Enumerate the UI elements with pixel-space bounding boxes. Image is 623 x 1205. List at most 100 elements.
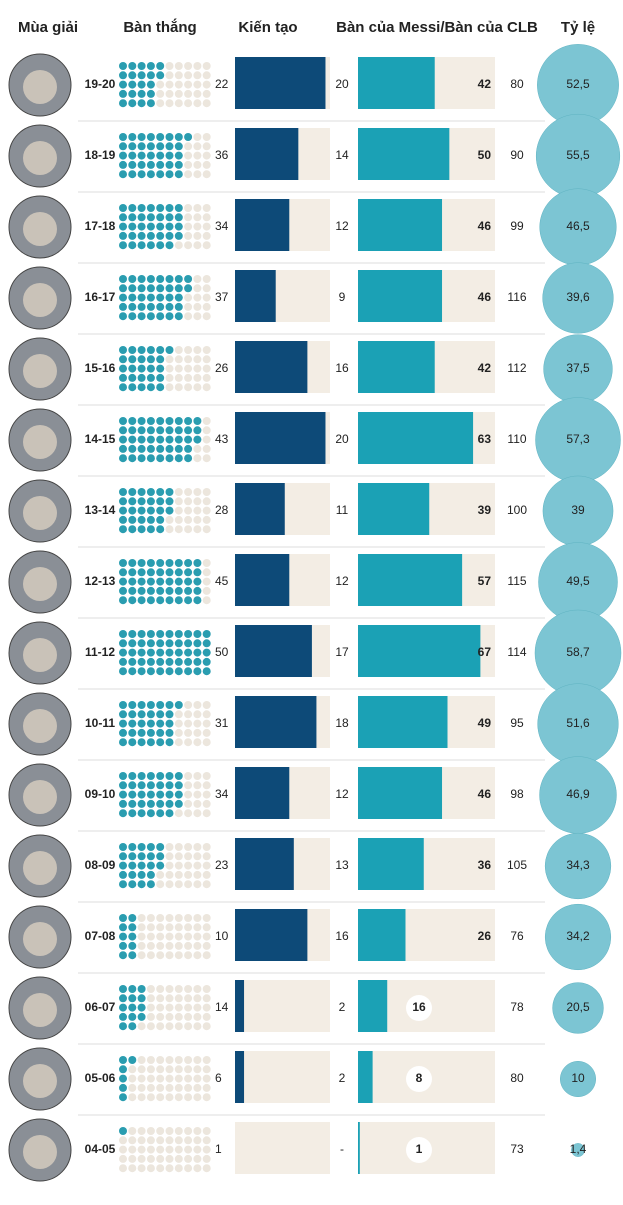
goal-dot xyxy=(146,346,155,354)
goal-dot xyxy=(137,62,146,70)
goal-dot xyxy=(202,71,211,80)
goal-dot xyxy=(146,355,155,364)
goal-dot xyxy=(156,355,165,364)
header: Kiến tạo xyxy=(238,19,297,36)
goal-dot xyxy=(165,80,174,89)
goal-dot xyxy=(156,275,165,283)
goal-dot xyxy=(184,417,193,425)
goal-dot xyxy=(156,951,165,960)
goal-dot xyxy=(184,497,193,506)
goal-dot xyxy=(128,497,137,506)
goal-dot xyxy=(165,312,174,321)
goal-dot xyxy=(193,525,202,534)
season-label: 12-13 xyxy=(85,574,116,588)
goal-dot xyxy=(128,1154,137,1163)
goal-dot xyxy=(165,222,174,231)
goal-dot xyxy=(174,170,183,179)
goal-dot xyxy=(156,71,165,80)
goal-dot xyxy=(165,719,174,728)
assists-value: 2 xyxy=(339,1071,346,1085)
goal-dot xyxy=(156,241,165,250)
goal-dot xyxy=(202,1065,211,1074)
goal-dot xyxy=(128,843,137,851)
goal-dot xyxy=(165,488,174,496)
goal-dot xyxy=(165,870,174,879)
goal-dot xyxy=(146,1164,155,1173)
goal-dot xyxy=(174,772,183,780)
goal-dot xyxy=(165,923,174,932)
goal-dot xyxy=(165,151,174,160)
goal-dot xyxy=(202,170,211,179)
goal-dot xyxy=(174,701,183,709)
goal-dot xyxy=(156,1093,165,1102)
goal-dot xyxy=(165,1154,174,1163)
goal-dot xyxy=(146,213,155,222)
goal-dot xyxy=(165,417,174,425)
goal-dot xyxy=(165,1022,174,1031)
club-goals-value: 76 xyxy=(510,929,524,943)
goal-dots xyxy=(119,275,211,321)
goal-dot xyxy=(119,843,127,851)
goal-dot xyxy=(165,231,174,240)
goal-dot xyxy=(202,275,211,283)
goal-dot xyxy=(174,577,183,586)
goal-dot xyxy=(119,994,127,1003)
goal-dot xyxy=(137,809,146,818)
goal-dot xyxy=(174,1136,183,1145)
goal-dot xyxy=(156,213,165,222)
goal-dot xyxy=(137,790,146,799)
goal-dot xyxy=(184,657,193,666)
goal-dot xyxy=(128,1083,137,1092)
goal-dot xyxy=(165,809,174,818)
goal-dot xyxy=(137,204,146,212)
goal-dot xyxy=(193,1127,202,1135)
goal-dot xyxy=(119,170,127,179)
goal-dot xyxy=(119,231,127,240)
goal-dot xyxy=(146,99,155,108)
goal-dot xyxy=(156,417,165,425)
goal-dot xyxy=(146,1083,155,1092)
goal-dot xyxy=(156,941,165,950)
goal-dot xyxy=(184,1083,193,1092)
goal-dot xyxy=(184,383,193,392)
goal-dot xyxy=(146,941,155,950)
goal-dot xyxy=(156,852,165,861)
goal-dot xyxy=(174,488,183,496)
goal-dot xyxy=(137,275,146,283)
season-label: 16-17 xyxy=(85,290,116,304)
goal-dot xyxy=(137,1136,146,1145)
goal-dot xyxy=(146,89,155,98)
goal-dot xyxy=(156,923,165,932)
goal-dot xyxy=(174,426,183,435)
goals-value: 14 xyxy=(215,1000,229,1014)
goal-dot xyxy=(184,241,193,250)
goal-dot xyxy=(165,241,174,250)
goal-dot xyxy=(202,213,211,222)
goal-dot xyxy=(202,772,211,780)
goal-dot xyxy=(174,213,183,222)
goal-dot xyxy=(128,373,137,382)
goal-dot xyxy=(184,1145,193,1154)
club-goals-value: 115 xyxy=(507,574,526,588)
goal-dot xyxy=(146,639,155,648)
goal-dot xyxy=(193,231,202,240)
goal-dot xyxy=(156,880,165,889)
goal-dot xyxy=(184,302,193,311)
goal-dot xyxy=(193,941,202,950)
goal-dot xyxy=(184,932,193,941)
season-label: 17-18 xyxy=(85,219,116,233)
goal-dot xyxy=(193,923,202,932)
goal-dot xyxy=(165,667,174,676)
goal-dot xyxy=(193,497,202,506)
goal-dot xyxy=(137,497,146,506)
goal-dot xyxy=(128,454,137,463)
goal-dot xyxy=(128,577,137,586)
goal-dot xyxy=(184,62,193,70)
goal-dot xyxy=(193,880,202,889)
goal-dot xyxy=(146,1145,155,1154)
goal-dot xyxy=(156,454,165,463)
goal-dot xyxy=(165,586,174,595)
goal-dot xyxy=(128,99,137,108)
goal-dot xyxy=(128,1012,137,1021)
goal-dot xyxy=(119,454,127,463)
